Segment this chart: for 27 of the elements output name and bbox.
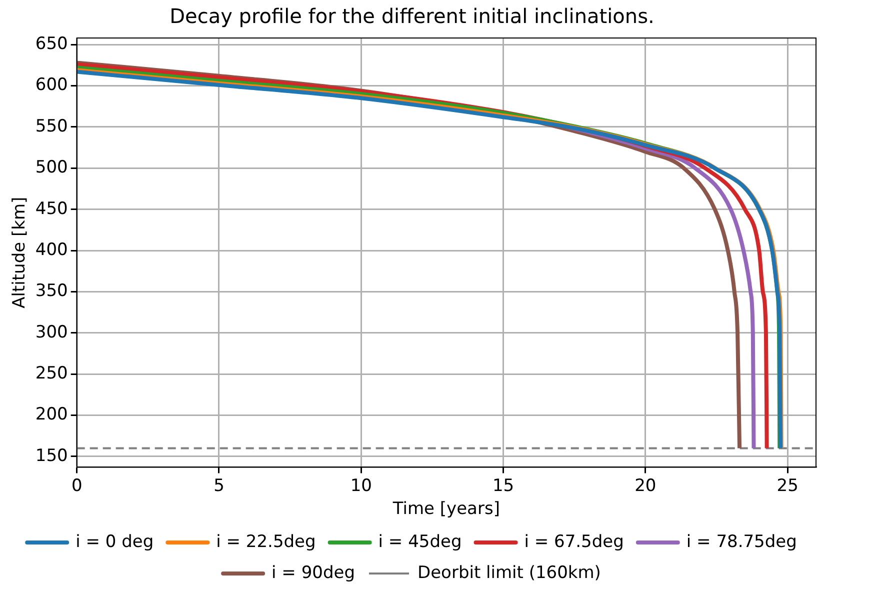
y-tick-label: 450 [35,198,68,219]
y-tick-label: 250 [35,364,68,384]
x-tick-label: 0 [71,476,82,496]
chart-title: Decay profile for the different initial inclinations. [170,4,654,28]
y-tick-label: 550 [35,116,68,136]
legend-label: i = 67.5deg [524,532,624,552]
legend-label: i = 90deg [272,562,356,583]
y-tick-label: 650 [35,34,68,54]
y-tick-label: 350 [35,281,68,302]
y-tick-label: 400 [35,240,68,260]
legend-label: i = 45deg [378,532,462,552]
x-tick-label: 10 [350,476,372,496]
x-tick-label: 15 [492,476,514,496]
legend-label: i = 22.5deg [216,532,316,552]
legend-label: i = 0 deg [76,532,154,552]
legend-label: i = 78.75deg [686,532,797,552]
y-tick-label: 150 [35,446,68,466]
x-tick-label: 20 [634,476,656,496]
x-axis-title: Time [years] [392,499,500,520]
x-tick-label: 25 [776,476,798,496]
legend-label: Deorbit limit (160km) [418,562,601,583]
x-tick-label: 5 [214,476,224,496]
y-tick-label: 300 [35,322,68,342]
y-tick-label: 600 [35,75,68,96]
y-tick-label: 500 [35,158,68,178]
y-tick-label: 200 [35,404,68,425]
y-axis-title: Altitude [km] [10,196,30,308]
